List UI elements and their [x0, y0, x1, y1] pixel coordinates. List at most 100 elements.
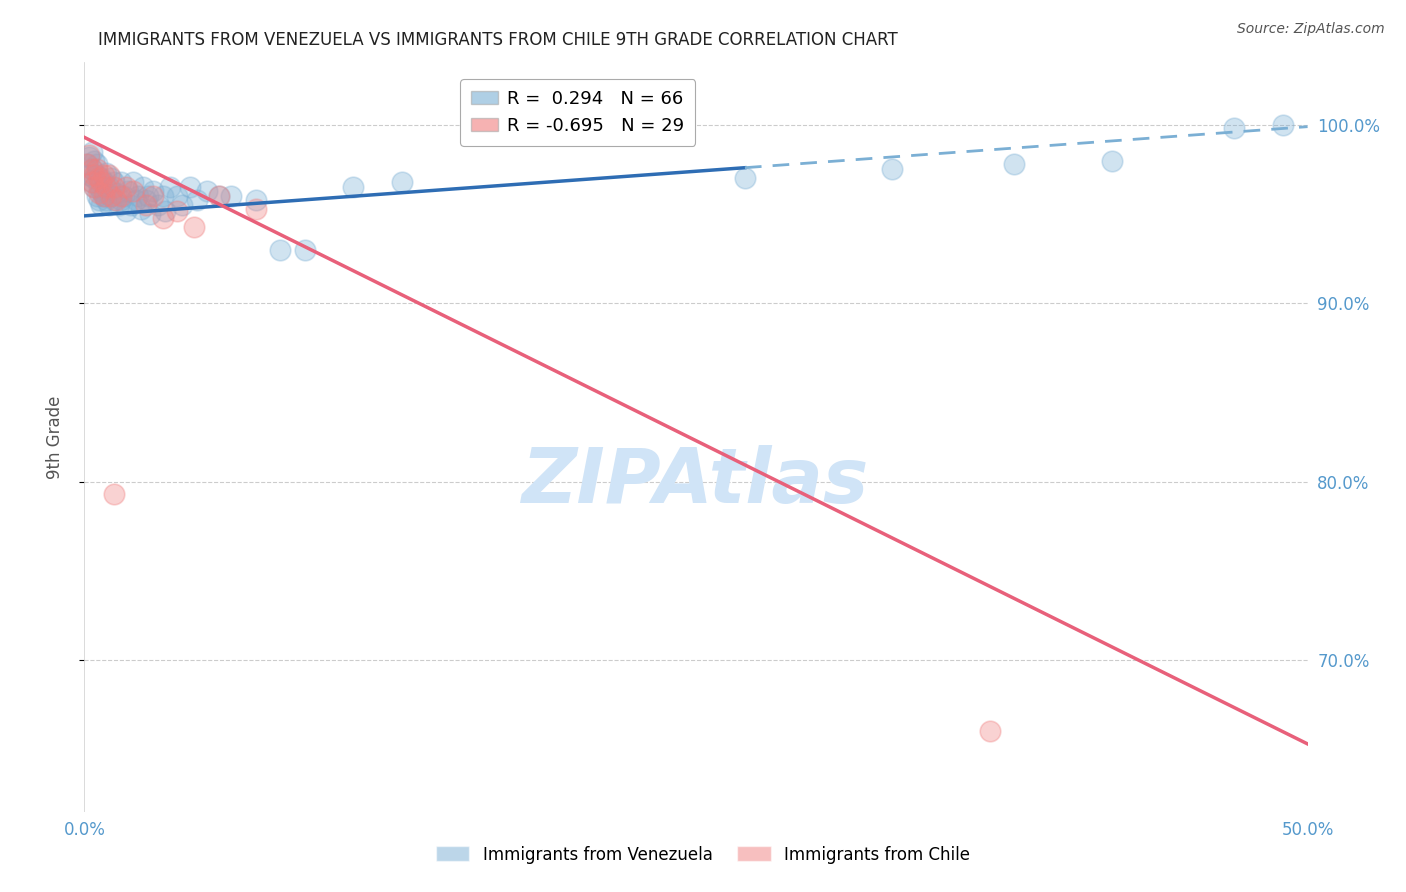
Point: [93, 175, 115, 189]
Point: [90, 175, 112, 189]
Point: [80, 175, 103, 189]
Point: [132, 180, 155, 194]
Point: [87, 193, 110, 207]
Text: ZIPAtlas: ZIPAtlas: [522, 445, 870, 519]
Point: [86, 189, 108, 203]
Point: [152, 189, 174, 203]
Point: [880, 162, 903, 177]
Point: [122, 175, 145, 189]
Point: [152, 211, 174, 225]
Point: [90, 198, 112, 212]
Point: [110, 175, 132, 189]
Point: [195, 184, 218, 198]
Point: [245, 202, 267, 216]
Point: [159, 180, 181, 194]
Point: [103, 487, 125, 501]
Point: [1223, 121, 1246, 136]
Point: [342, 180, 364, 194]
Point: [90, 184, 112, 198]
Point: [391, 175, 413, 189]
Point: [83, 180, 105, 194]
Point: [107, 198, 129, 212]
Point: [97, 180, 120, 194]
Text: Source: ZipAtlas.com: Source: ZipAtlas.com: [1237, 22, 1385, 37]
Point: [105, 193, 128, 207]
Point: [90, 171, 112, 186]
Point: [1101, 153, 1123, 168]
Point: [110, 193, 132, 207]
Y-axis label: 9th Grade: 9th Grade: [45, 395, 63, 479]
Point: [142, 189, 165, 203]
Point: [80, 145, 103, 159]
Point: [110, 189, 132, 203]
Point: [80, 162, 103, 177]
Point: [83, 153, 105, 168]
Point: [135, 198, 157, 212]
Point: [76, 157, 98, 171]
Point: [734, 171, 756, 186]
Point: [97, 168, 120, 182]
Point: [294, 243, 316, 257]
Point: [77, 168, 100, 182]
Point: [100, 189, 122, 203]
Point: [120, 198, 142, 212]
Point: [112, 189, 135, 203]
Point: [166, 189, 188, 203]
Point: [83, 168, 105, 182]
Point: [245, 193, 267, 207]
Point: [103, 180, 125, 194]
Point: [127, 189, 149, 203]
Point: [86, 168, 108, 182]
Point: [269, 243, 291, 257]
Point: [80, 175, 103, 189]
Point: [166, 203, 188, 218]
Point: [93, 168, 115, 182]
Point: [139, 207, 162, 221]
Point: [83, 171, 105, 186]
Legend: R =  0.294   N = 66, R = -0.695   N = 29: R = 0.294 N = 66, R = -0.695 N = 29: [460, 79, 695, 145]
Point: [87, 186, 110, 200]
Point: [115, 203, 138, 218]
Point: [103, 175, 125, 189]
Point: [103, 193, 125, 207]
Point: [1272, 118, 1295, 132]
Legend: Immigrants from Venezuela, Immigrants from Chile: Immigrants from Venezuela, Immigrants fr…: [429, 839, 977, 871]
Point: [87, 180, 110, 194]
Point: [83, 180, 105, 194]
Point: [93, 189, 115, 203]
Point: [96, 166, 118, 180]
Point: [172, 198, 194, 212]
Point: [97, 198, 120, 212]
Point: [208, 189, 231, 203]
Point: [100, 189, 122, 203]
Point: [183, 219, 205, 234]
Point: [122, 184, 145, 198]
Point: [96, 180, 118, 194]
Point: [125, 193, 148, 207]
Point: [100, 171, 122, 186]
Point: [115, 180, 138, 194]
Point: [146, 198, 169, 212]
Point: [153, 203, 176, 218]
Point: [142, 184, 165, 198]
Point: [136, 189, 159, 203]
Point: [86, 162, 108, 177]
Point: [93, 189, 115, 203]
Point: [80, 162, 103, 177]
Point: [1002, 157, 1025, 171]
Point: [208, 189, 231, 203]
Point: [979, 724, 1001, 739]
Point: [105, 186, 128, 200]
Text: IMMIGRANTS FROM VENEZUELA VS IMMIGRANTS FROM CHILE 9TH GRADE CORRELATION CHART: IMMIGRANTS FROM VENEZUELA VS IMMIGRANTS …: [98, 31, 898, 49]
Point: [117, 184, 139, 198]
Point: [87, 171, 110, 186]
Point: [77, 150, 100, 164]
Point: [186, 193, 208, 207]
Point: [96, 193, 118, 207]
Point: [77, 148, 100, 162]
Point: [219, 189, 242, 203]
Point: [76, 157, 98, 171]
Point: [135, 193, 157, 207]
Point: [86, 157, 108, 171]
Point: [179, 180, 201, 194]
